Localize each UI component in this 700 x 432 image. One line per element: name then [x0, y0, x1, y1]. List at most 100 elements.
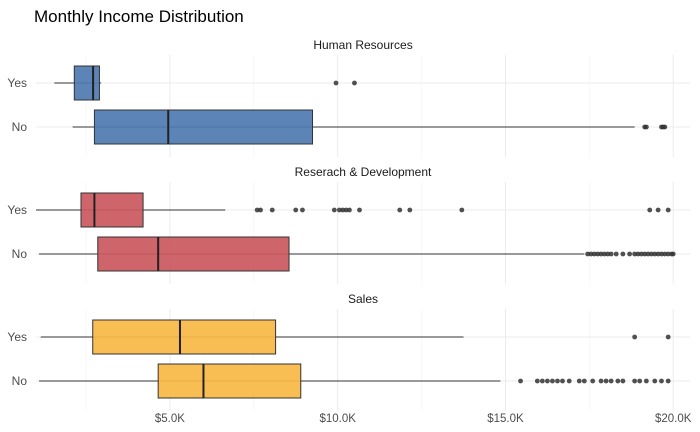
outlier-point — [608, 251, 614, 257]
outlier-point — [518, 378, 523, 384]
outlier-point — [591, 251, 597, 257]
x-tick-label: $5.0K — [155, 413, 185, 425]
outlier-point — [555, 378, 560, 384]
box — [97, 236, 290, 272]
outlier-point — [352, 80, 357, 86]
outlier-point — [331, 207, 337, 213]
outlier-point — [642, 251, 648, 257]
outlier-point — [613, 251, 619, 257]
outlier-point — [665, 207, 671, 213]
outlier-point — [357, 207, 362, 213]
outlier-point — [603, 378, 609, 384]
x-tick-label: $20.0K — [655, 413, 692, 425]
box-row: Yes — [7, 192, 671, 228]
outlier-point — [632, 251, 638, 257]
outlier-point — [662, 124, 668, 130]
outlier-point — [632, 334, 638, 340]
outlier-point — [407, 207, 413, 213]
outlier-point — [665, 251, 671, 257]
outlier-point — [534, 378, 540, 384]
outlier-point — [665, 334, 671, 340]
outlier-point — [300, 207, 305, 213]
outlier-point — [659, 251, 664, 257]
outlier-point — [566, 378, 572, 384]
outlier-point — [595, 251, 601, 257]
outlier-point — [397, 207, 403, 213]
outlier-point — [550, 378, 555, 384]
outlier-point — [655, 207, 661, 213]
outlier-point — [347, 207, 352, 213]
outlier-point — [336, 207, 342, 213]
outlier-point — [254, 207, 260, 213]
outlier-point — [340, 207, 346, 213]
outlier-point — [659, 378, 664, 384]
facet-panel: Sales Yes No — [7, 292, 690, 411]
category-label: Yes — [7, 203, 27, 217]
outlier-point — [645, 251, 651, 257]
outlier-point — [615, 378, 621, 384]
outlier-point — [620, 251, 626, 257]
facet-label: Sales — [348, 292, 378, 306]
outlier-point — [585, 251, 591, 257]
outlier-point — [652, 251, 658, 257]
box — [93, 109, 314, 145]
outlier-point — [649, 251, 654, 257]
outlier-point — [652, 378, 658, 384]
box — [73, 65, 100, 101]
outlier-point — [588, 251, 594, 257]
box-row: No — [12, 236, 676, 272]
outlier-point — [605, 251, 611, 257]
facet-label: Human Resources — [313, 38, 412, 52]
outlier-point — [544, 378, 550, 384]
outlier-point — [576, 378, 582, 384]
chart-title: Monthly Income Distribution — [34, 7, 244, 26]
outlier-point — [632, 378, 638, 384]
outlier-point — [598, 251, 604, 257]
outlier-point — [638, 251, 644, 257]
x-tick-label: $10.0K — [319, 413, 356, 425]
outlier-point — [269, 207, 275, 213]
facet-panel: Reserach & Development Yes No — [7, 165, 690, 284]
outlier-point — [670, 251, 676, 257]
outlier-point — [258, 207, 263, 213]
outlier-point — [627, 251, 633, 257]
outlier-point — [293, 207, 299, 213]
outlier-point — [560, 378, 565, 384]
category-label: No — [12, 120, 28, 134]
facet-label: Reserach & Development — [295, 165, 432, 179]
category-label: Yes — [7, 76, 27, 90]
outlier-point — [647, 207, 653, 213]
outlier-point — [620, 378, 626, 384]
outlier-point — [333, 80, 339, 86]
category-label: Yes — [7, 330, 27, 344]
outlier-point — [643, 124, 649, 130]
facet-panel: Human Resources Yes No — [7, 38, 690, 157]
category-label: No — [12, 374, 28, 388]
outlier-point — [655, 251, 661, 257]
category-label: No — [12, 247, 28, 261]
box — [80, 192, 144, 228]
outlier-point — [343, 207, 349, 213]
box-row: Yes — [7, 319, 671, 355]
outlier-point — [581, 378, 587, 384]
outlier-point — [637, 378, 643, 384]
box-row: No — [12, 109, 668, 145]
x-axis: $5.0K $10.0K $15.0K $20.0K — [155, 413, 692, 425]
x-tick-label: $15.0K — [487, 413, 524, 425]
outlier-point — [590, 378, 596, 384]
outlier-point — [662, 251, 668, 257]
outlier-point — [635, 251, 641, 257]
outlier-point — [643, 378, 649, 384]
outlier-point — [665, 378, 671, 384]
outlier-point — [598, 378, 604, 384]
box — [157, 363, 302, 399]
box-row: No — [12, 363, 671, 399]
outlier-point — [608, 378, 614, 384]
outlier-point — [602, 251, 607, 257]
box-row: Yes — [7, 65, 357, 101]
outlier-point — [459, 207, 465, 213]
outlier-point — [539, 378, 545, 384]
box — [92, 319, 277, 355]
